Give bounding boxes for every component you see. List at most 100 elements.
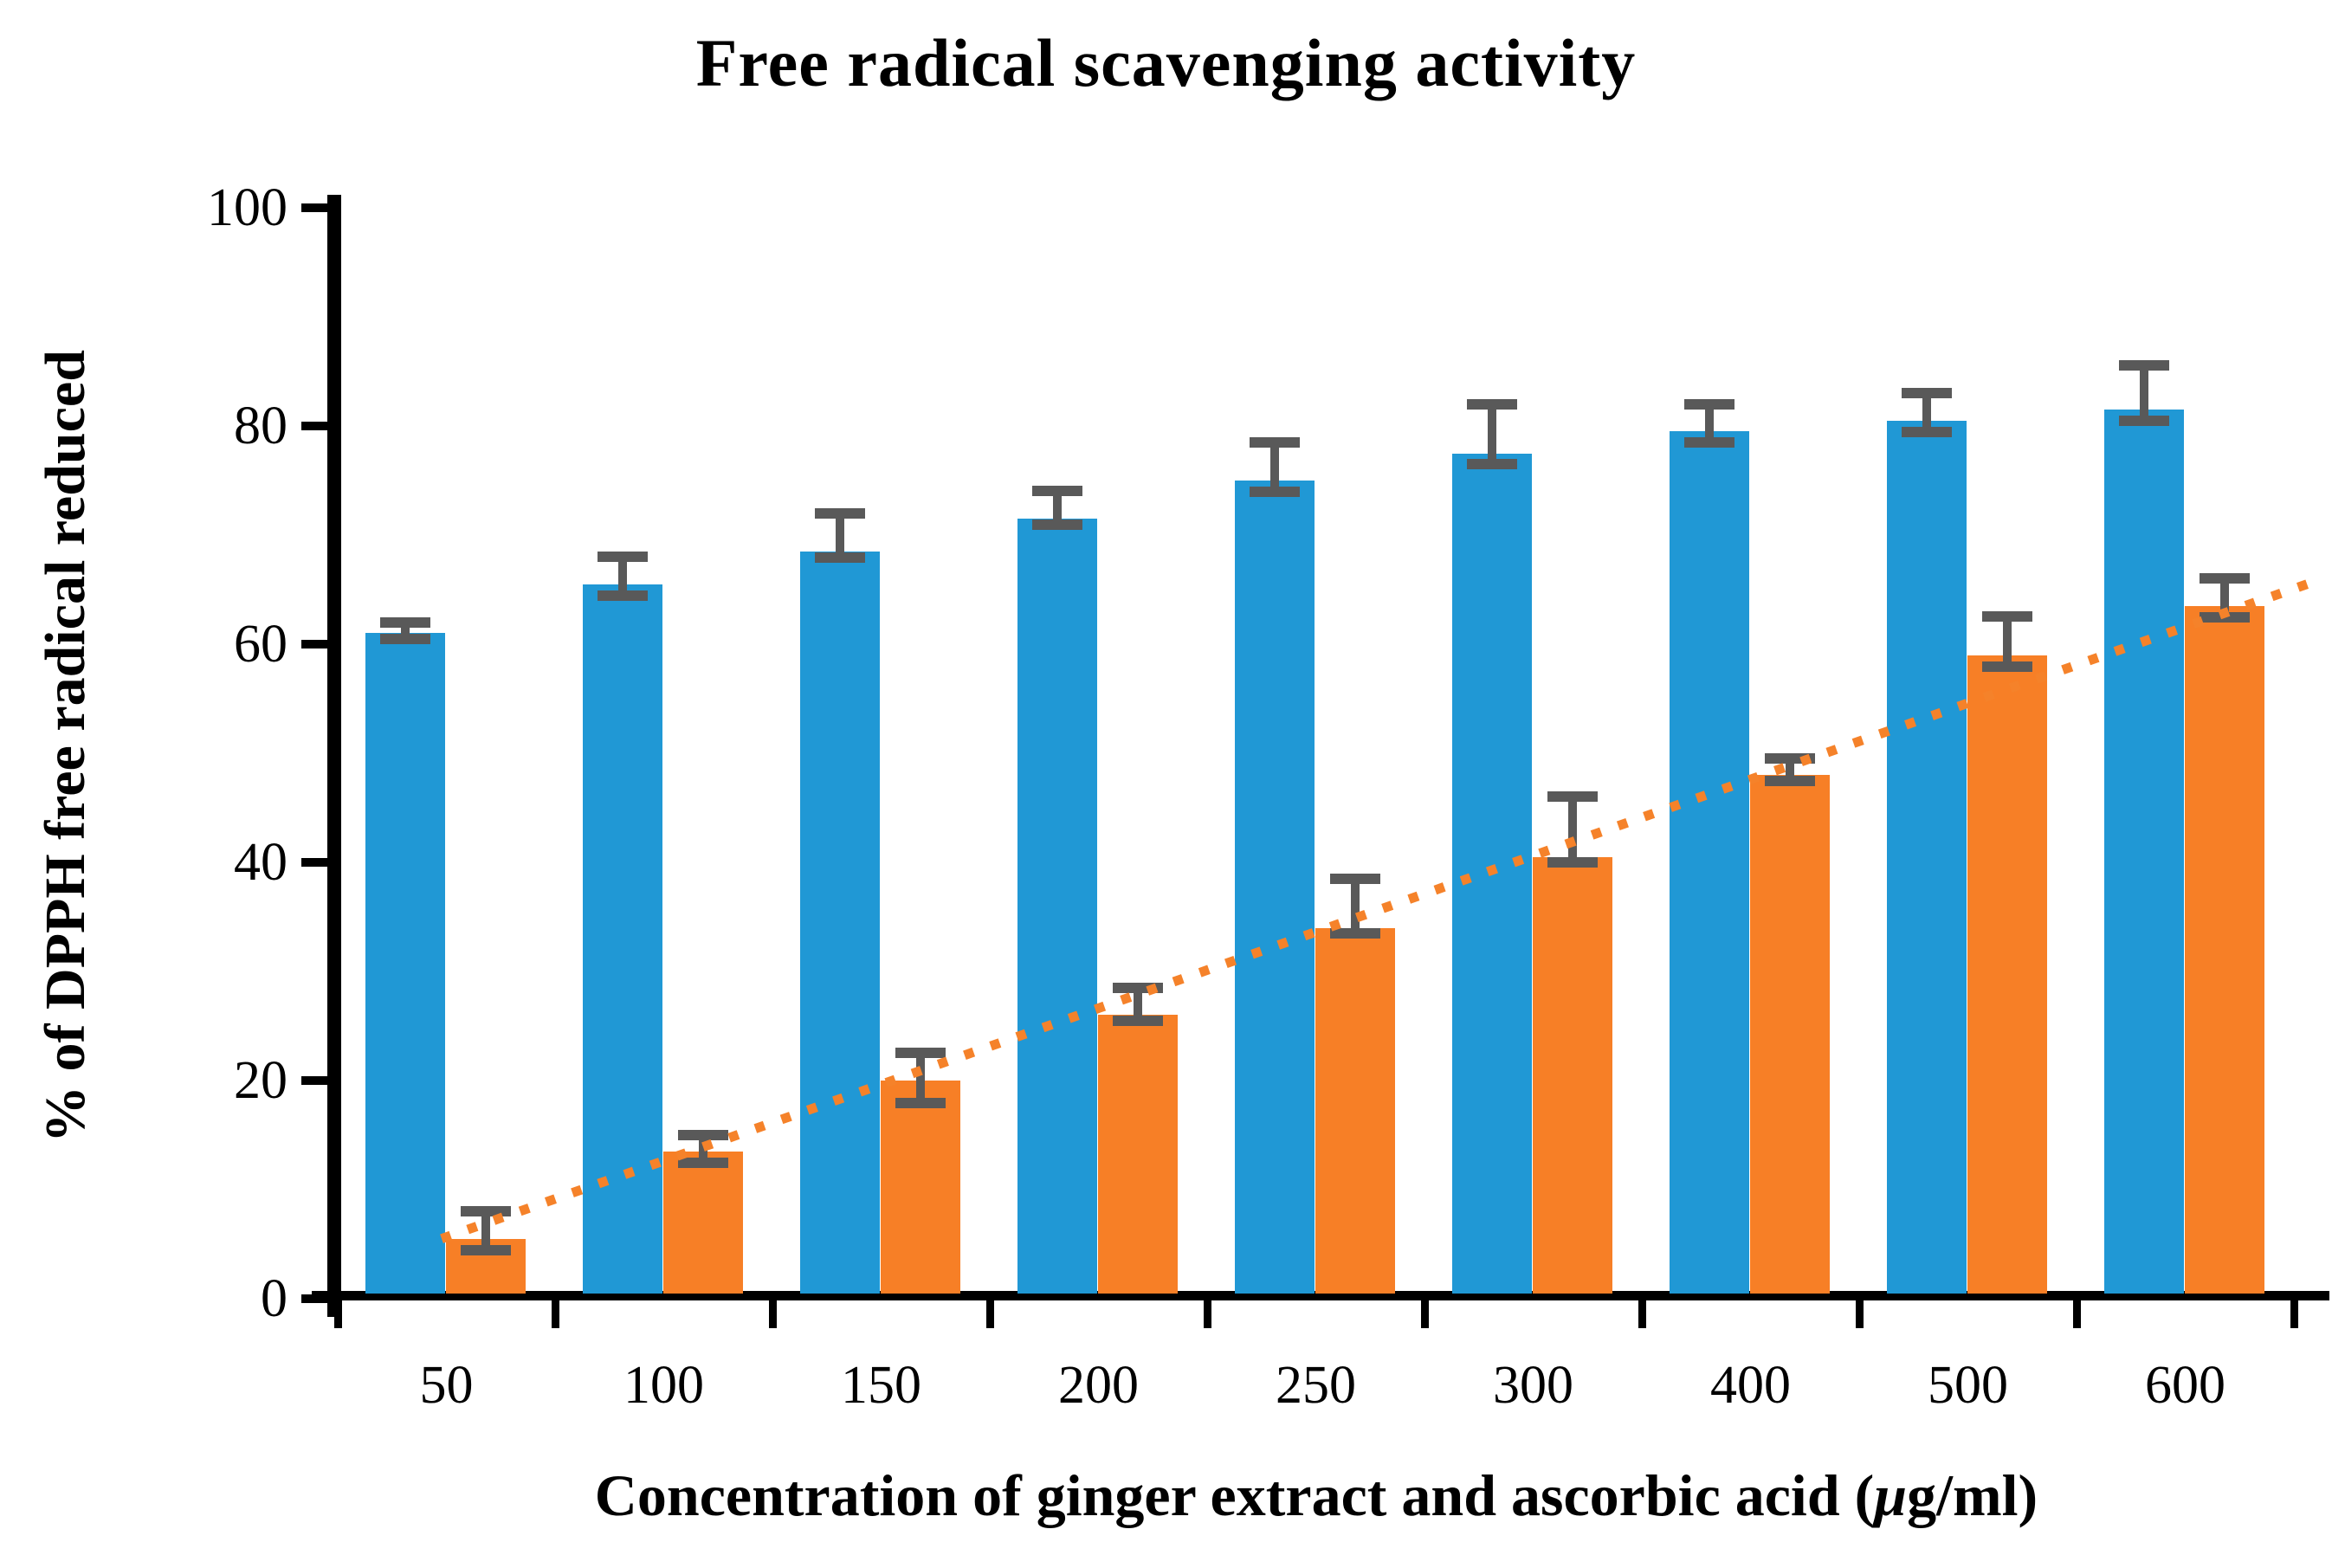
x-tick — [1204, 1300, 1211, 1328]
bar-blue-250 — [1235, 481, 1315, 1294]
error-bar-line — [1270, 436, 1279, 497]
error-bar-cap — [815, 507, 865, 519]
error-bar-cap — [678, 1157, 728, 1168]
error-bar-cap — [678, 1129, 728, 1140]
error-bar-cap — [2119, 416, 2169, 426]
x-tick-label: 600 — [2145, 1356, 2225, 1415]
error-bar-cap — [1467, 398, 1517, 410]
y-tick-label: 20 — [234, 1051, 287, 1110]
error-bar-cap — [1547, 857, 1598, 868]
error-bar-line — [401, 616, 410, 644]
error-bar-cap — [1982, 611, 2032, 623]
error-bar-cap — [2119, 360, 2169, 371]
error-bar-cap — [1467, 459, 1517, 470]
y-tick — [301, 203, 327, 212]
error-bar-cap — [1113, 1016, 1163, 1026]
x-tick-label: 100 — [623, 1356, 704, 1415]
x-tick-label: 150 — [841, 1356, 921, 1415]
error-bar-cap — [1765, 775, 1815, 786]
error-bar-cap — [1982, 661, 2032, 672]
error-bar-cap — [1113, 982, 1163, 993]
chart-title: Free radical scavenging activity — [695, 25, 1637, 100]
x-tick-label: 400 — [1710, 1356, 1791, 1415]
bar-orange-250 — [1315, 927, 1395, 1294]
x-tick-label: 250 — [1276, 1356, 1356, 1415]
error-bar-line — [1488, 398, 1496, 470]
x-tick — [1421, 1300, 1429, 1328]
x-tick-label: 200 — [1058, 1356, 1139, 1415]
x-tick — [2290, 1300, 2298, 1328]
bar-orange-150 — [881, 1081, 960, 1294]
error-bar-cap — [598, 551, 648, 562]
x-axis-title-suffix: g/ml) — [1907, 1462, 2038, 1528]
x-tick-label: 500 — [1928, 1356, 2008, 1415]
error-bar-line — [1053, 486, 1062, 530]
error-bar-line — [1705, 398, 1714, 448]
bar-orange-400 — [1750, 775, 1830, 1294]
x-tick — [1856, 1300, 1864, 1328]
bar-orange-300 — [1533, 856, 1612, 1294]
error-bar-cap — [1902, 426, 1952, 437]
bar-blue-300 — [1452, 453, 1532, 1294]
error-bar-cap — [2200, 573, 2250, 584]
bar-orange-600 — [2185, 605, 2264, 1294]
error-bar-cap — [461, 1205, 511, 1216]
error-bar-cap — [1547, 791, 1598, 803]
y-tick — [301, 858, 327, 867]
y-tick — [301, 1076, 327, 1085]
x-tick — [334, 1300, 342, 1328]
error-bar-cap — [1250, 436, 1300, 448]
x-tick — [769, 1300, 777, 1328]
y-tick-label: 0 — [261, 1269, 287, 1328]
error-bar-cap — [380, 616, 430, 628]
x-tick-label: 50 — [419, 1356, 474, 1415]
error-bar-cap — [1032, 519, 1082, 530]
error-bar-cap — [2200, 611, 2250, 623]
x-tick-label: 300 — [1493, 1356, 1573, 1415]
error-bar-cap — [815, 552, 865, 563]
bar-blue-50 — [365, 633, 445, 1294]
y-tick — [301, 1294, 327, 1303]
x-axis-title-mu-symbol: μ — [1874, 1462, 1908, 1528]
bar-blue-100 — [583, 584, 662, 1294]
error-bar-cap — [1902, 387, 1952, 398]
y-tick-label: 40 — [234, 833, 287, 892]
bar-blue-200 — [1017, 519, 1097, 1294]
error-bar-cap — [1250, 486, 1300, 497]
x-tick — [2073, 1300, 2081, 1328]
error-bar-cap — [1765, 753, 1815, 764]
error-bar-cap — [1330, 873, 1380, 884]
error-bar-cap — [1330, 928, 1380, 939]
bar-blue-500 — [1887, 420, 1967, 1294]
error-bar-cap — [598, 590, 648, 601]
error-bar-cap — [895, 1048, 946, 1059]
y-tick-label: 80 — [234, 397, 287, 455]
bar-blue-600 — [2104, 410, 2184, 1294]
error-bar-cap — [1684, 398, 1734, 410]
x-tick — [1638, 1300, 1646, 1328]
error-bar-cap — [1032, 486, 1082, 497]
y-tick-label: 100 — [207, 178, 287, 237]
bar-orange-100 — [663, 1151, 743, 1294]
x-tick — [552, 1300, 559, 1328]
y-tick-label: 60 — [234, 615, 287, 674]
error-bar-line — [1568, 791, 1577, 868]
error-bar-cap — [895, 1097, 946, 1108]
error-bar-cap — [1684, 437, 1734, 448]
bar-blue-400 — [1670, 431, 1749, 1294]
y-axis-title: % of DPPH free radical reduced — [34, 350, 97, 1143]
error-bar-cap — [461, 1244, 511, 1255]
x-tick — [986, 1300, 994, 1328]
bar-orange-500 — [1967, 655, 2047, 1294]
error-bar-line — [2140, 360, 2148, 426]
y-tick — [301, 640, 327, 648]
error-bar-cap — [380, 634, 430, 644]
x-axis-line — [312, 1291, 2329, 1300]
x-axis-title-prefix: Concentration of ginger extract and asco… — [594, 1462, 1875, 1528]
error-bar-line — [836, 507, 844, 563]
y-axis-line — [327, 195, 341, 1317]
y-tick — [301, 422, 327, 430]
x-axis-title: Concentration of ginger extract and asco… — [338, 1462, 2295, 1530]
bar-blue-150 — [800, 551, 880, 1294]
